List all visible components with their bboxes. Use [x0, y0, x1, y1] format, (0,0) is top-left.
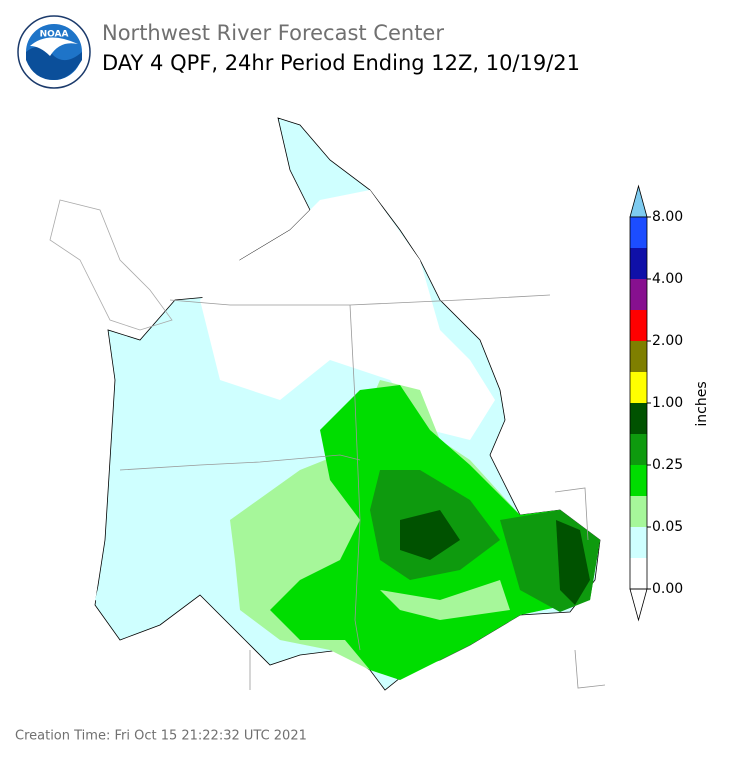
dry-area [200, 190, 495, 440]
colorbar: 8.00 4.00 2.00 1.00 0.25 0.05 0.00 [629, 184, 683, 622]
colorbar-bin [630, 248, 647, 279]
colorbar-bin [630, 558, 647, 589]
colorbar-tick-label: 8.00 [652, 209, 683, 225]
colorbar-bin [630, 496, 647, 527]
colorbar-bin [630, 403, 647, 434]
colorbar-tick-label: 1.00 [652, 395, 683, 411]
noaa-logo: NOAA [17, 15, 91, 89]
creation-time: Creation Time: Fri Oct 15 21:22:32 UTC 2… [15, 729, 307, 744]
colorbar-bin [630, 465, 647, 496]
border-line [119, 454, 361, 471]
colorbar-bin [630, 434, 647, 465]
colorbar-bin [630, 310, 647, 341]
colorbar-tick-label: 0.05 [652, 519, 683, 535]
logo-text: NOAA [40, 30, 69, 40]
coastal-area [95, 460, 200, 610]
colorbar-tick-label: 2.00 [652, 333, 683, 349]
colorbar-bin [630, 341, 647, 372]
colorbar-over [629, 184, 648, 218]
colorbar-label: inches [694, 381, 710, 426]
colorbar-under [629, 588, 648, 622]
colorbar-bin [630, 279, 647, 310]
colorbar-tick-label: 4.00 [652, 271, 683, 287]
border-line [249, 304, 606, 690]
coastline [49, 199, 173, 331]
subtitle: DAY 4 QPF, 24hr Period Ending 12Z, 10/19… [102, 51, 580, 75]
colorbar-tick-label: 0.25 [652, 457, 683, 473]
colorbar-bin [630, 372, 647, 403]
colorbar-tick-label: 0.00 [652, 581, 683, 597]
title: Northwest River Forecast Center [102, 21, 444, 45]
dark-green-spot [400, 510, 460, 560]
colorbar-bin [630, 217, 647, 248]
map [49, 117, 606, 691]
colorbar-bin [630, 527, 647, 558]
light-band [380, 580, 510, 620]
dark-green-area [556, 520, 590, 605]
